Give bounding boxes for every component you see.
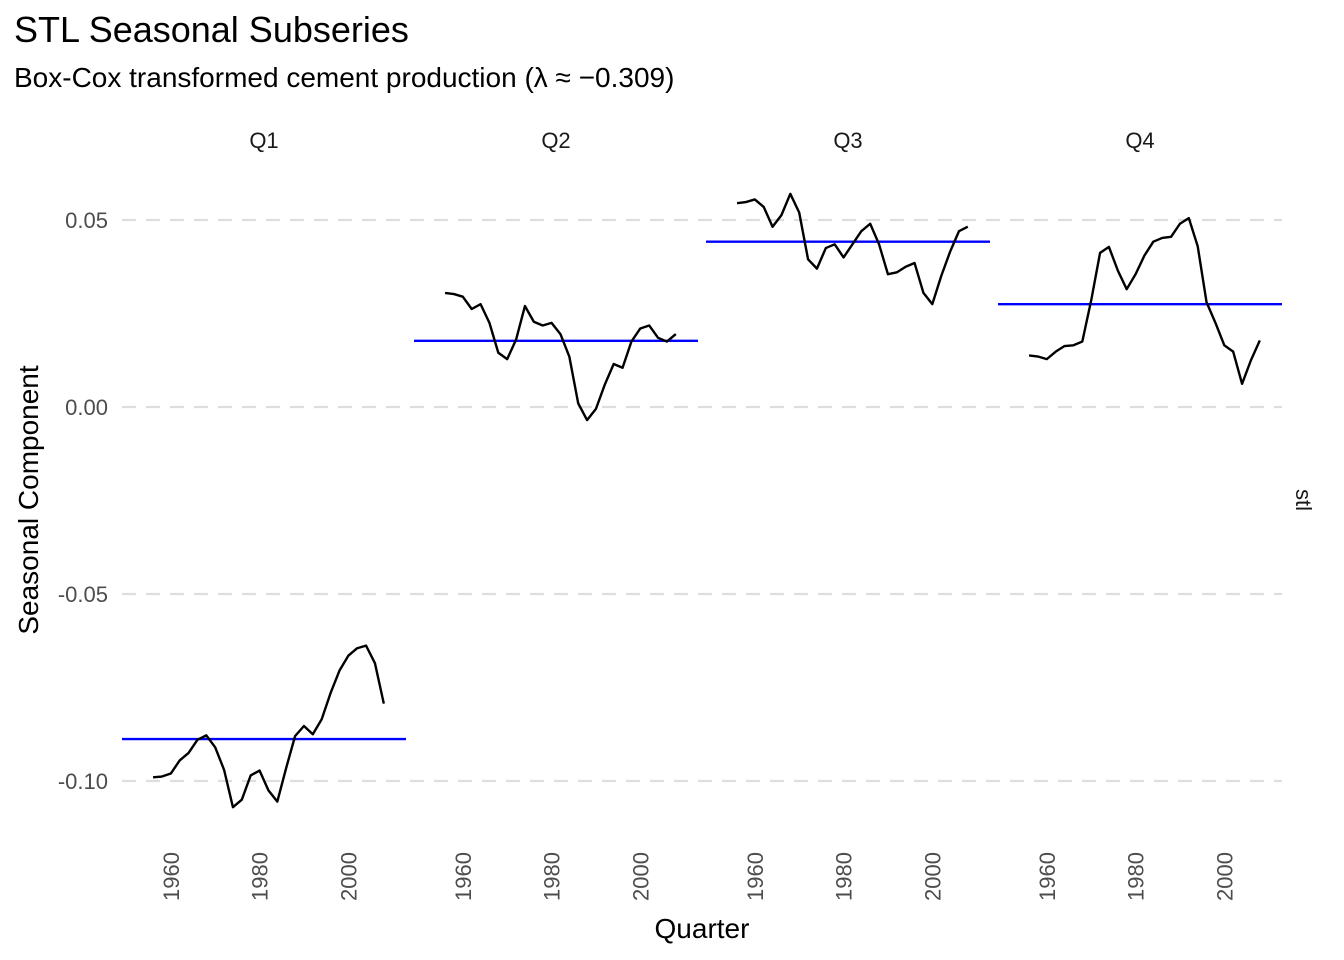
x-tick-label: 2000 — [920, 852, 945, 901]
panel-q2: Q2 1960 1980 2000 — [414, 128, 698, 901]
x-tick-label: 1980 — [832, 852, 857, 901]
chart-title: STL Seasonal Subseries — [14, 9, 409, 50]
y-axis-ticks: 0.05 0.00 -0.05 -0.10 — [58, 208, 108, 794]
facet-strip-label: Q4 — [1125, 128, 1154, 153]
x-tick-label: 2000 — [1212, 852, 1237, 901]
facet-strip-label: Q1 — [249, 128, 278, 153]
x-tick-label: 2000 — [628, 852, 653, 901]
x-tick-label: 1980 — [1124, 852, 1149, 901]
y-tick-label: -0.10 — [58, 769, 108, 794]
facet-strip-label: Q2 — [541, 128, 570, 153]
panel-q1: Q1 1960 1980 2000 — [122, 128, 406, 901]
y-tick-label: 0.05 — [65, 208, 108, 233]
facet-strip-right-label: stl — [1291, 489, 1316, 511]
chart-subtitle: Box-Cox transformed cement production (λ… — [14, 62, 675, 93]
seasonal-series-line — [1028, 216, 1261, 386]
panels: Q1 1960 1980 2000 Q2 1960 1980 2000 Q3 1960 1980 20… — [122, 128, 1282, 901]
y-axis-label: Seasonal Component — [13, 365, 44, 635]
panel-q3: Q3 1960 1980 2000 — [706, 128, 990, 901]
panel-q4: Q4 1960 1980 2000 — [998, 128, 1282, 901]
x-tick-label: 1980 — [540, 852, 565, 901]
x-tick-label: 1960 — [743, 852, 768, 901]
y-tick-label: 0.00 — [65, 395, 108, 420]
seasonal-series-line — [152, 644, 385, 809]
seasonal-series-line — [444, 291, 677, 422]
x-tick-label: 1980 — [248, 852, 273, 901]
facet-strip-label: Q3 — [833, 128, 862, 153]
seasonal-series-line — [736, 192, 969, 306]
x-tick-label: 2000 — [336, 852, 361, 901]
y-tick-label: -0.05 — [58, 582, 108, 607]
x-tick-label: 1960 — [1035, 852, 1060, 901]
x-tick-label: 1960 — [159, 852, 184, 901]
grid-layer — [122, 218, 1282, 783]
x-axis-label: Quarter — [655, 913, 750, 944]
x-tick-label: 1960 — [451, 852, 476, 901]
